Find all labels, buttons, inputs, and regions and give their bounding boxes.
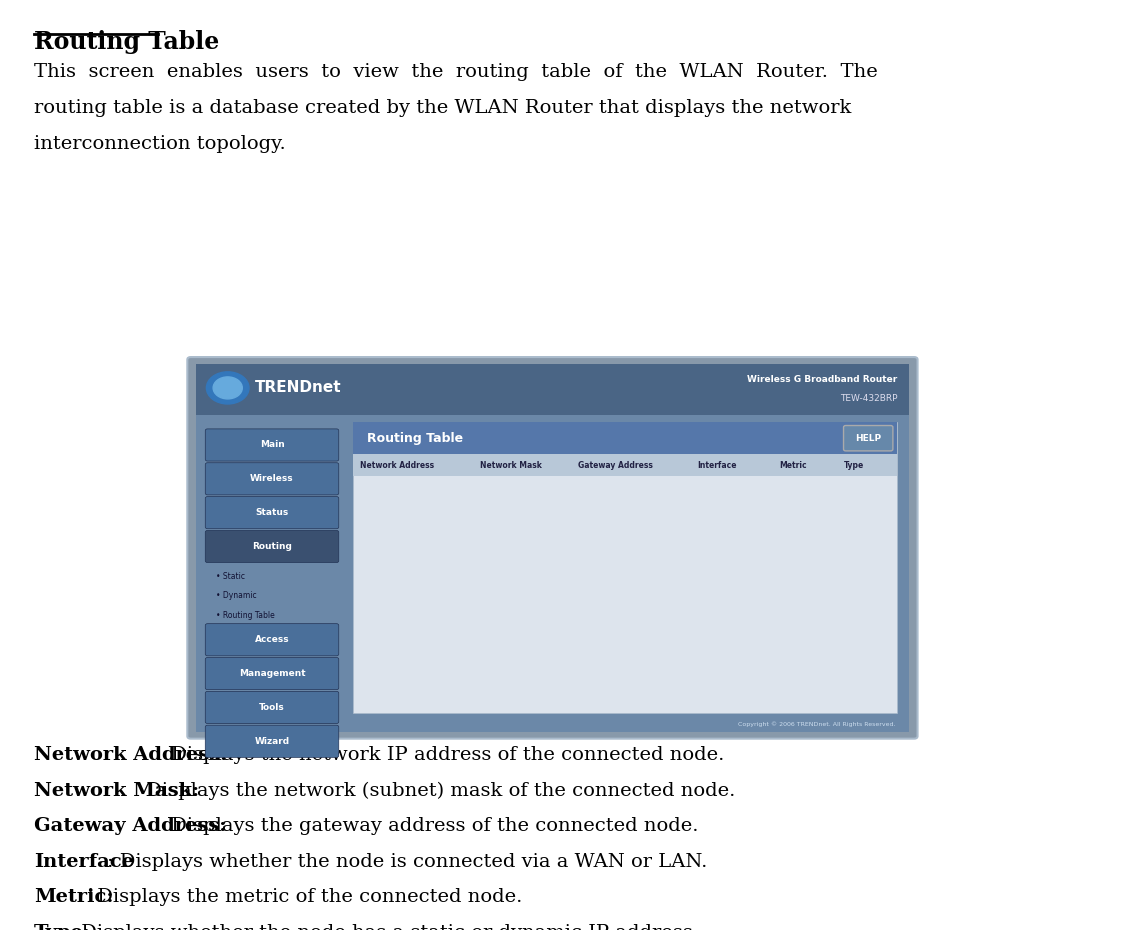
Bar	[353, 422, 898, 454]
Bar	[196, 364, 909, 416]
Text: Gateway Address: Gateway Address	[578, 460, 653, 470]
Text: Displays whether the node has a static or dynamic IP address: Displays whether the node has a static o…	[74, 924, 692, 930]
Text: Network Mask: Network Mask	[480, 460, 542, 470]
Text: Interface: Interface	[698, 460, 737, 470]
Bar	[353, 454, 898, 476]
Text: Displays the gateway address of the connected node.: Displays the gateway address of the conn…	[165, 817, 698, 835]
Text: Displays the network (subnet) mask of the connected node.: Displays the network (subnet) mask of th…	[140, 782, 736, 800]
Text: Access: Access	[255, 635, 289, 644]
Text: Main: Main	[259, 441, 284, 449]
Circle shape	[206, 372, 249, 404]
Text: Network Mask:: Network Mask:	[34, 782, 199, 800]
Bar	[353, 422, 898, 713]
Text: Metric:: Metric:	[34, 888, 113, 907]
Text: • Dynamic: • Dynamic	[217, 591, 257, 601]
Text: Tools: Tools	[259, 703, 285, 712]
FancyBboxPatch shape	[205, 530, 339, 563]
FancyBboxPatch shape	[205, 463, 339, 495]
FancyBboxPatch shape	[187, 357, 918, 738]
Text: : Displays whether the node is connected via a WAN or LAN.: : Displays whether the node is connected…	[108, 853, 708, 870]
Text: Interface: Interface	[34, 853, 134, 870]
FancyBboxPatch shape	[205, 429, 339, 461]
Text: • Routing Table: • Routing Table	[217, 611, 275, 620]
Text: Displays the network IP address of the connected node.: Displays the network IP address of the c…	[165, 746, 724, 764]
Text: HELP: HELP	[855, 433, 881, 443]
Text: Gateway Address:: Gateway Address:	[34, 817, 226, 835]
Text: Routing: Routing	[252, 542, 292, 551]
Text: TEW-432BRP: TEW-432BRP	[840, 394, 898, 404]
Bar	[196, 364, 909, 732]
Text: Type: Type	[844, 460, 865, 470]
Text: • Static: • Static	[217, 572, 246, 580]
FancyBboxPatch shape	[205, 624, 339, 656]
FancyBboxPatch shape	[205, 497, 339, 529]
Circle shape	[213, 377, 242, 399]
Text: Network Address: Network Address	[360, 460, 434, 470]
Text: interconnection topology.: interconnection topology.	[34, 135, 285, 153]
Text: TRENDnet: TRENDnet	[255, 380, 341, 395]
FancyBboxPatch shape	[205, 658, 339, 690]
Text: Wireless: Wireless	[250, 474, 294, 484]
Text: Status: Status	[256, 508, 288, 517]
Text: Copyright © 2006 TRENDnet. All Rights Reserved.: Copyright © 2006 TRENDnet. All Rights Re…	[737, 721, 895, 727]
Text: Wizard: Wizard	[255, 737, 289, 746]
Text: Routing Table: Routing Table	[367, 432, 463, 445]
Text: Wireless G Broadband Router: Wireless G Broadband Router	[747, 375, 898, 384]
Text: routing table is a database created by the WLAN Router that displays the network: routing table is a database created by t…	[34, 99, 850, 117]
FancyBboxPatch shape	[205, 725, 339, 757]
Text: This  screen  enables  users  to  view  the  routing  table  of  the  WLAN  Rout: This screen enables users to view the ro…	[34, 63, 877, 82]
Text: Network Address:: Network Address:	[34, 746, 227, 764]
FancyBboxPatch shape	[844, 426, 893, 451]
Text: Metric: Metric	[779, 460, 807, 470]
Text: Routing Table: Routing Table	[34, 30, 219, 54]
FancyBboxPatch shape	[205, 691, 339, 724]
Text: Type:: Type:	[34, 924, 91, 930]
Text: Management: Management	[239, 669, 305, 678]
Text: Displays the metric of the connected node.: Displays the metric of the connected nod…	[91, 888, 523, 907]
